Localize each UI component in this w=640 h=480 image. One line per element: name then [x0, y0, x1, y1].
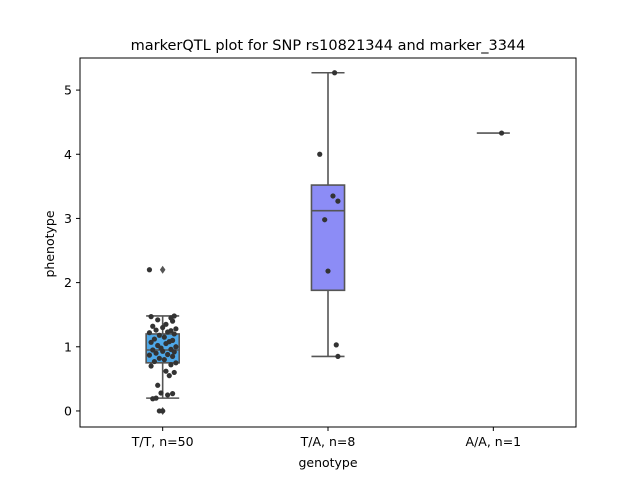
y-tick-label: 3	[64, 211, 72, 226]
y-tick-label: 0	[64, 403, 72, 418]
x-tick-label: T/A, n=8	[300, 434, 356, 449]
data-point	[160, 408, 166, 414]
data-point	[148, 363, 154, 369]
data-point	[155, 382, 161, 388]
data-point	[155, 317, 161, 323]
y-tick-label: 5	[64, 83, 72, 98]
y-tick-label: 1	[64, 339, 72, 354]
data-point	[168, 346, 174, 352]
x-tick-label: A/A, n=1	[466, 434, 522, 449]
x-axis-label: genotype	[298, 455, 357, 470]
box-group	[310, 71, 346, 358]
data-point	[335, 353, 341, 360]
data-point	[153, 395, 159, 401]
data-point	[168, 328, 174, 334]
data-point	[325, 268, 331, 274]
data-point	[322, 217, 328, 223]
data-point	[150, 323, 156, 329]
y-axis-label: phenotype	[42, 210, 57, 277]
data-point	[151, 336, 157, 342]
data-point	[163, 368, 169, 374]
data-point	[158, 390, 164, 396]
data-point	[333, 342, 339, 348]
data-point	[153, 350, 159, 356]
data-point	[146, 330, 153, 336]
data-point	[155, 342, 161, 349]
data-point	[163, 321, 169, 327]
data-point	[169, 353, 176, 360]
data-point	[161, 357, 167, 363]
data-point	[173, 326, 179, 332]
data-point	[171, 313, 177, 319]
x-tick-label: T/T, n=50	[131, 434, 194, 449]
data-point	[168, 362, 174, 368]
plot-area	[145, 70, 510, 415]
data-point	[171, 369, 177, 376]
data-point	[166, 373, 172, 379]
data-point	[171, 331, 177, 337]
data-point	[165, 392, 171, 398]
data-point	[332, 70, 338, 76]
data-point	[160, 324, 166, 331]
chart-title: markerQTL plot for SNP rs10821344 and ma…	[131, 38, 526, 54]
data-point	[173, 360, 179, 366]
y-axis: 0 1 2 3 4 5	[64, 83, 80, 418]
data-point	[161, 334, 167, 340]
x-axis: T/T, n=50 T/A, n=8 A/A, n=1	[131, 427, 521, 449]
data-point	[165, 351, 171, 358]
data-point	[317, 151, 323, 157]
y-tick-label: 2	[64, 275, 72, 290]
data-point	[169, 337, 176, 343]
outlier-marker	[159, 265, 166, 274]
data-point	[169, 391, 176, 397]
data-point	[156, 355, 162, 361]
data-point	[330, 193, 336, 199]
data-point	[499, 130, 505, 136]
data-point	[173, 344, 179, 350]
data-point	[153, 327, 159, 333]
data-point	[150, 347, 156, 353]
data-point	[146, 267, 153, 273]
y-tick-label: 4	[64, 147, 72, 162]
data-point	[148, 314, 154, 320]
data-point	[151, 358, 157, 365]
data-point	[148, 339, 154, 345]
data-point	[146, 352, 153, 358]
data-point	[335, 198, 341, 204]
data-point	[156, 332, 162, 338]
